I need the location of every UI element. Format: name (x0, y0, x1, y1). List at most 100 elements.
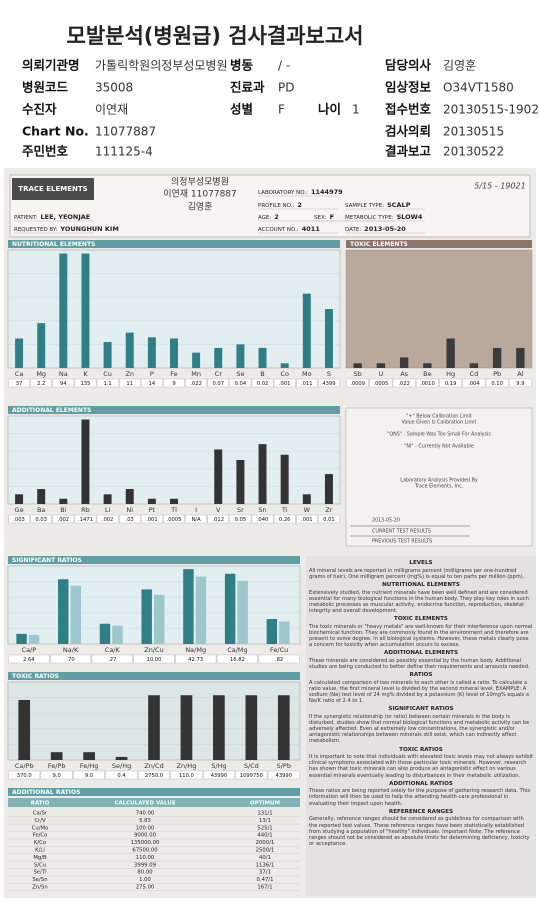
bar-graphic-previous (154, 594, 165, 644)
field-value: YOUNGHUN KIM (59, 225, 118, 233)
value-cell (251, 514, 274, 524)
column-value: 0.04 (235, 381, 247, 387)
table-cell: 5.83 (139, 818, 151, 824)
column-label: Al (517, 370, 523, 378)
column-value: 9.0 (53, 773, 61, 779)
column-value: .0005 (373, 381, 388, 387)
table-cell: 135000.00 (131, 840, 160, 846)
field-value: 2 (274, 213, 279, 221)
column-value: .27 (108, 657, 116, 663)
field-label: REQUESTED BY: (14, 227, 58, 233)
value-cell (462, 378, 486, 388)
value-cell (258, 654, 300, 664)
table-cell: S/Cu (34, 862, 46, 868)
bar-graphic (399, 357, 409, 368)
value-cell (74, 378, 97, 388)
column-value: .011 (301, 381, 313, 387)
value-cell (8, 654, 50, 664)
column-label: U (378, 370, 383, 378)
column-value: 37 (16, 381, 23, 387)
value-cell (91, 654, 133, 664)
column-value: 16.82 (230, 657, 245, 663)
bar-graphic (280, 454, 289, 504)
note-text: Generally, reference ranges should be co… (309, 816, 530, 847)
note-heading: ADDITIONAL RATIOS (389, 780, 453, 787)
field-label: 병동 (230, 58, 254, 73)
value-cell (318, 514, 340, 524)
column-label: Na/Mg (185, 646, 206, 654)
field-label: 성별 (230, 102, 253, 117)
section-title: ADDITIONAL RATIOS (12, 789, 80, 796)
column-value: .82 (275, 657, 283, 663)
note-heading: LEVELS (409, 560, 433, 566)
section-title: TOXIC RATIOS (12, 673, 59, 680)
bar-graphic (18, 699, 31, 760)
field-label: 진료과 (230, 80, 265, 95)
column-label: Sb (353, 370, 361, 378)
column-label: Sn (258, 506, 266, 514)
column-value: .0005 (167, 517, 182, 523)
field-value: 1 (352, 103, 360, 117)
report-field: METABOLIC TYPE: SLOW4 (345, 213, 423, 221)
value-cell (40, 770, 73, 780)
field-label: 주민번호 (22, 144, 69, 159)
column-value: 14 (149, 381, 156, 387)
note-text: The toxic minerals or "heavy metals" are… (309, 623, 533, 649)
column-value: .0010 (420, 381, 435, 387)
field-label: PROFILE NO.: (258, 203, 295, 209)
column-label: Mg (36, 370, 46, 378)
field-value: 4011 (302, 225, 321, 233)
bar-graphic (81, 419, 90, 504)
column-value: .001 (146, 517, 158, 523)
note-text: Extensively studied, the nutrient minera… (309, 589, 529, 614)
column-label: Ca/K (105, 646, 121, 654)
field-label: 나이 (318, 102, 341, 117)
note-text: If the synergistic relationship (or rati… (309, 713, 530, 745)
logo-text: TRACE ELEMENTS (18, 185, 87, 193)
table-cell: 1.00 (139, 877, 151, 883)
handwritten-note: 의정부성모병원 (171, 177, 229, 188)
value-cell (96, 514, 119, 524)
field-value: 20130522 (443, 145, 504, 159)
value-cell (273, 378, 296, 388)
table-cell: 0.47/1 (257, 877, 274, 883)
bar-graphic (516, 347, 525, 368)
bar-graphic (81, 253, 90, 368)
value-cell (163, 378, 185, 388)
report-field: REQUESTED BY: YOUNGHUN KIM (14, 225, 119, 233)
column-value: 9.9 (516, 381, 524, 387)
column-label: Mo (302, 370, 312, 378)
bar-graphic-previous (237, 580, 248, 644)
bar-graphic (469, 363, 479, 368)
field-value: / - (278, 59, 290, 73)
table-cell: 2500/1 (256, 848, 275, 854)
value-cell (8, 378, 30, 388)
value-cell (50, 654, 92, 664)
note-heading: SIGNIFICANT RATIOS (388, 706, 454, 713)
column-label: Ba (37, 506, 45, 514)
bar-graphic (147, 337, 156, 368)
value-cell (439, 378, 462, 388)
column-value: 94 (60, 381, 67, 387)
column-value: .1471 (78, 517, 93, 523)
column-label: Rb (81, 506, 90, 514)
field-label: DATE: (345, 227, 361, 233)
column-value: 2.64 (23, 657, 35, 663)
section-title: SIGNIFICANT RATIOS (12, 557, 82, 564)
handwritten-note: 김영훈 (188, 201, 213, 213)
column-label: Zn (125, 370, 134, 378)
table-cell: 67500.00 (132, 848, 158, 854)
column-label: S/Hg (211, 762, 226, 770)
table-cell: 3999.09 (134, 862, 156, 868)
table-cell: 40/1 (259, 855, 271, 861)
note-text: These minerals are considered as possibl… (309, 657, 530, 671)
table-cell: Se/Tl (33, 870, 46, 876)
column-header: CALCULATED VALUE (114, 801, 176, 807)
column-value: 42.73 (188, 657, 203, 663)
column-label: Cd (470, 370, 479, 378)
bar-graphic (180, 695, 193, 760)
bar-graphic (280, 363, 289, 368)
bar-graphic (213, 695, 225, 760)
field-value: F (330, 213, 334, 221)
field-label: Chart No. (22, 124, 89, 139)
